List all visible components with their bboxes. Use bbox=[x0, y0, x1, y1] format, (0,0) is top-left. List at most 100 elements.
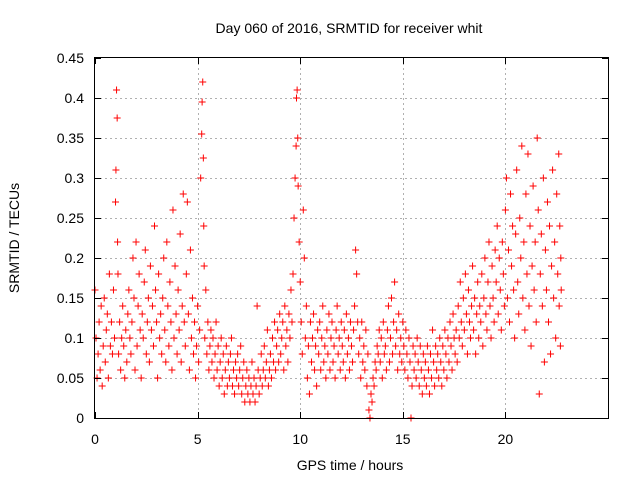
data-point bbox=[386, 334, 394, 342]
data-point bbox=[490, 318, 498, 326]
y-tick-label: 0.45 bbox=[57, 50, 84, 66]
data-point bbox=[191, 318, 199, 326]
data-point bbox=[406, 358, 414, 366]
data-point bbox=[157, 310, 165, 318]
data-point bbox=[218, 374, 226, 382]
data-point bbox=[98, 382, 106, 390]
data-point bbox=[523, 270, 531, 278]
data-point bbox=[107, 318, 115, 326]
data-point bbox=[380, 350, 388, 358]
data-point bbox=[320, 358, 328, 366]
data-point bbox=[307, 358, 315, 366]
data-point bbox=[265, 366, 273, 374]
data-point bbox=[424, 366, 432, 374]
data-point bbox=[465, 318, 473, 326]
data-point bbox=[200, 262, 208, 270]
data-point bbox=[161, 326, 169, 334]
data-point bbox=[103, 310, 111, 318]
data-point bbox=[156, 334, 164, 342]
data-point bbox=[471, 294, 479, 302]
data-point bbox=[401, 366, 409, 374]
data-point bbox=[342, 310, 350, 318]
data-point bbox=[214, 342, 222, 350]
data-point bbox=[249, 390, 257, 398]
data-point bbox=[248, 358, 256, 366]
data-point bbox=[222, 342, 230, 350]
data-point bbox=[538, 302, 546, 310]
data-point bbox=[295, 238, 303, 246]
data-point bbox=[112, 198, 120, 206]
data-point bbox=[271, 318, 279, 326]
data-point bbox=[533, 134, 541, 142]
data-point bbox=[365, 406, 373, 414]
data-point bbox=[322, 374, 330, 382]
data-point bbox=[198, 130, 206, 138]
data-point bbox=[427, 350, 435, 358]
data-point bbox=[237, 342, 245, 350]
data-point bbox=[369, 374, 377, 382]
data-point bbox=[526, 222, 534, 230]
data-point bbox=[213, 366, 221, 374]
data-point bbox=[395, 310, 403, 318]
data-point bbox=[421, 358, 429, 366]
data-point bbox=[455, 334, 463, 342]
data-point bbox=[323, 326, 331, 334]
x-tick-label: 0 bbox=[91, 431, 99, 447]
data-point bbox=[114, 238, 122, 246]
data-point bbox=[272, 366, 280, 374]
data-point bbox=[399, 318, 407, 326]
data-point bbox=[534, 206, 542, 214]
data-point bbox=[100, 294, 108, 302]
data-point bbox=[299, 206, 307, 214]
data-point bbox=[390, 318, 398, 326]
data-point bbox=[461, 270, 469, 278]
data-point bbox=[540, 358, 548, 366]
data-point bbox=[525, 302, 533, 310]
y-tick-labels: 0 0.05 0.1 0.15 0.2 0.25 0.3 0.35 0.4 0.45 bbox=[57, 50, 84, 426]
data-point bbox=[94, 350, 102, 358]
data-point bbox=[164, 302, 172, 310]
data-point bbox=[357, 374, 365, 382]
data-point bbox=[166, 278, 174, 286]
data-point bbox=[174, 286, 182, 294]
data-point bbox=[516, 214, 524, 222]
data-point bbox=[300, 254, 308, 262]
data-point bbox=[147, 326, 155, 334]
data-point bbox=[291, 174, 299, 182]
data-point bbox=[238, 390, 246, 398]
data-point bbox=[216, 358, 224, 366]
data-point bbox=[121, 374, 129, 382]
data-point bbox=[181, 342, 189, 350]
data-point bbox=[515, 310, 523, 318]
chart-title: Day 060 of 2016, SRMTID for receiver whi… bbox=[216, 20, 483, 36]
data-point bbox=[152, 286, 160, 294]
data-point bbox=[227, 334, 235, 342]
data-point bbox=[324, 350, 332, 358]
data-point bbox=[469, 262, 477, 270]
data-point bbox=[193, 342, 201, 350]
data-point bbox=[310, 310, 318, 318]
data-point bbox=[138, 310, 146, 318]
data-point bbox=[404, 374, 412, 382]
data-point bbox=[549, 166, 557, 174]
y-tick-label: 0 bbox=[76, 410, 84, 426]
data-point bbox=[522, 190, 530, 198]
data-point bbox=[199, 154, 207, 162]
data-point bbox=[296, 278, 304, 286]
data-point bbox=[188, 294, 196, 302]
data-point bbox=[326, 366, 334, 374]
data-point bbox=[500, 302, 508, 310]
data-point bbox=[446, 318, 454, 326]
data-point bbox=[480, 294, 488, 302]
data-point bbox=[511, 334, 519, 342]
data-point bbox=[492, 278, 500, 286]
data-point bbox=[316, 318, 324, 326]
data-point bbox=[498, 238, 506, 246]
data-point bbox=[503, 294, 511, 302]
data-point bbox=[283, 326, 291, 334]
data-point bbox=[418, 390, 426, 398]
data-point bbox=[259, 366, 267, 374]
data-point bbox=[452, 326, 460, 334]
data-point bbox=[472, 350, 480, 358]
data-point bbox=[368, 398, 376, 406]
